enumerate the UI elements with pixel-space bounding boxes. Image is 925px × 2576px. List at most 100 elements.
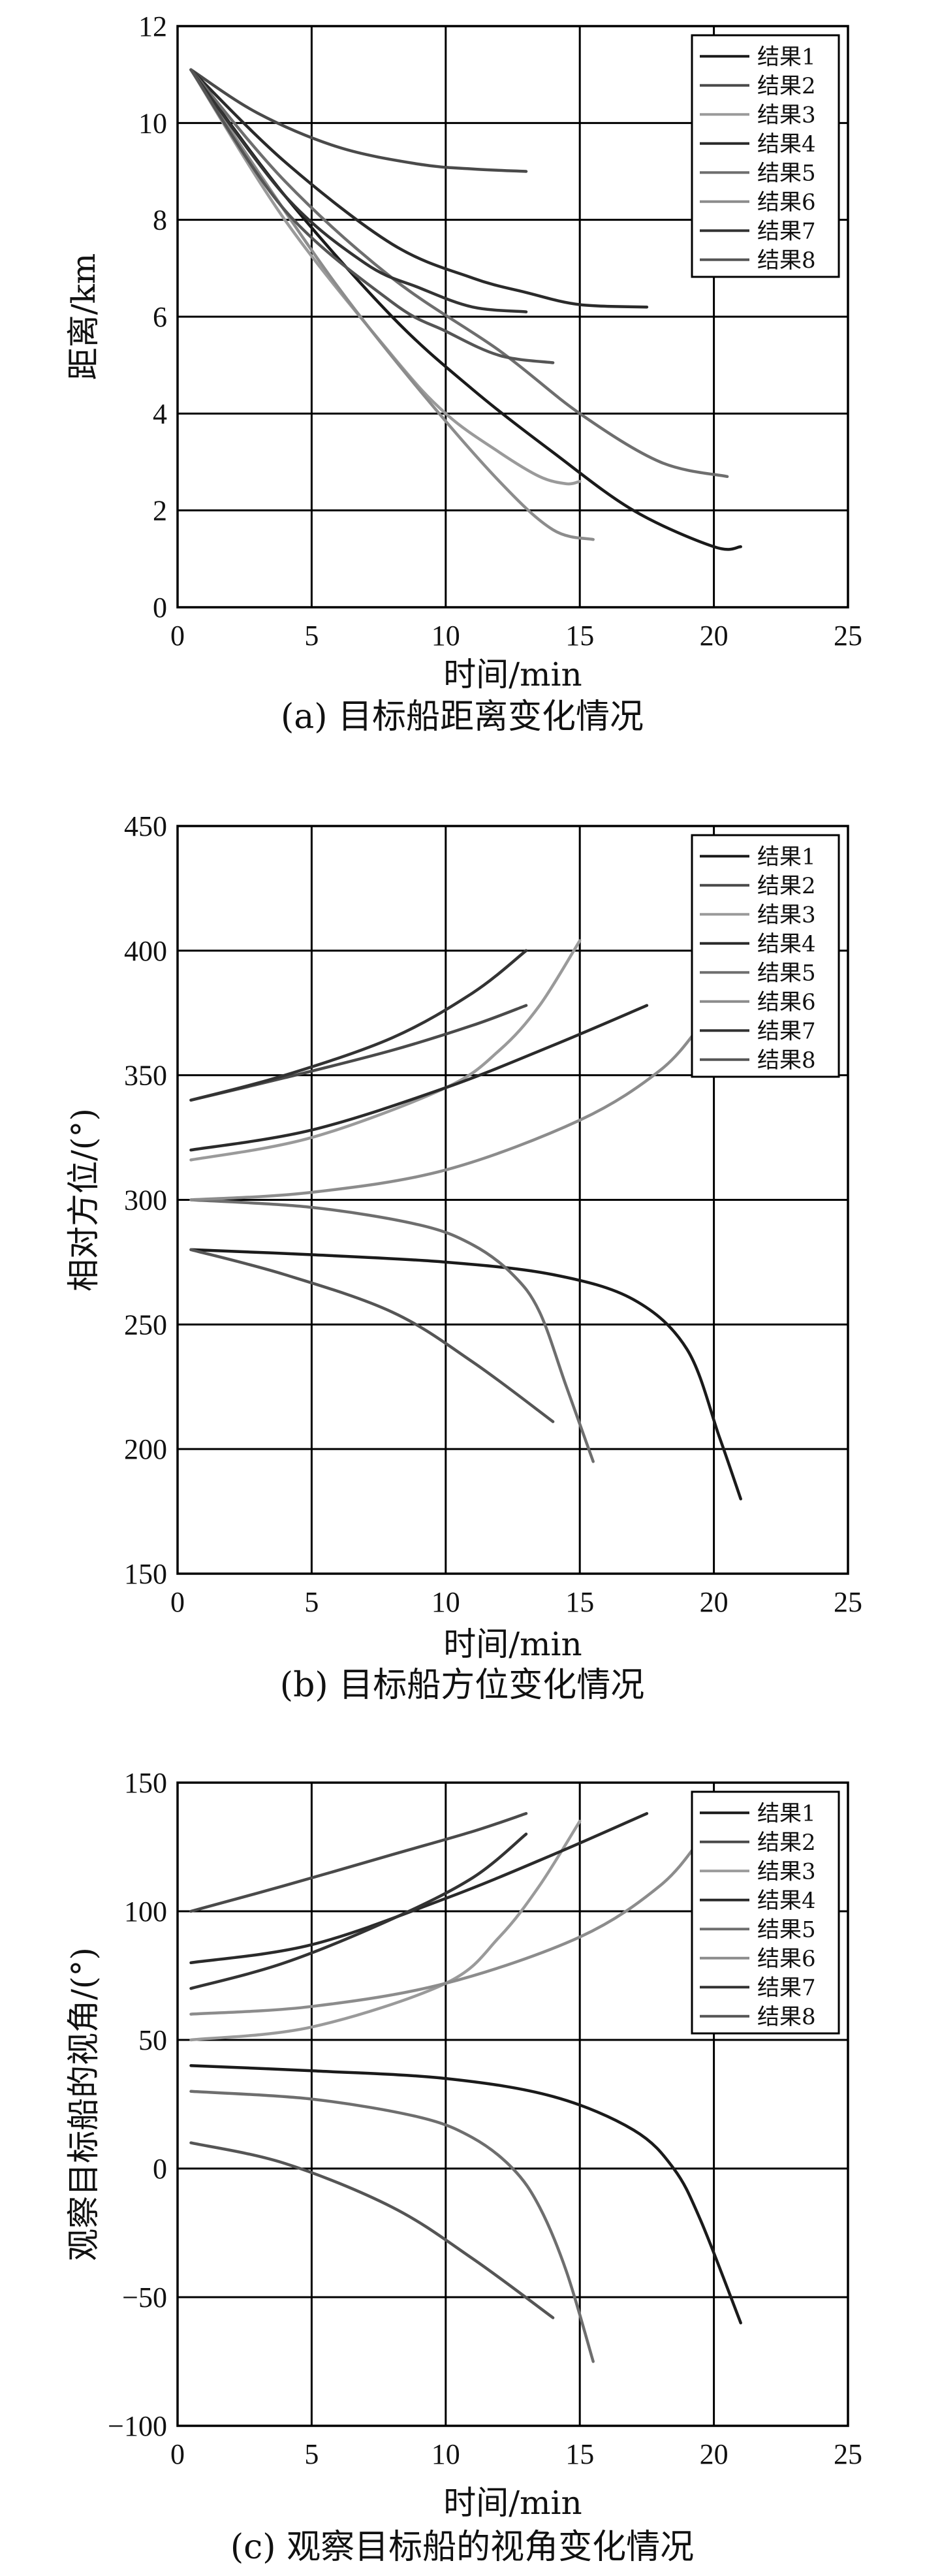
y-tick-label: 350	[124, 1060, 167, 1092]
legend-label: 结果2	[757, 73, 816, 99]
series-line-4	[189, 68, 649, 309]
series-line-7	[189, 1832, 528, 1990]
x-tick-label: 5	[304, 620, 319, 652]
series-line-4	[189, 1812, 649, 1965]
series-line-5	[189, 68, 729, 479]
series-line-5	[189, 1198, 595, 1463]
y-tick-label: 50	[138, 2024, 167, 2056]
x-axis-label: 时间/min	[443, 656, 582, 693]
y-tick-label: 0	[153, 2153, 167, 2185]
legend-box	[691, 1790, 840, 2035]
legend-label: 结果3	[757, 1858, 816, 1884]
plot-frame	[176, 1781, 849, 2427]
series-line-8	[189, 1248, 555, 1423]
x-tick-label: 5	[304, 1586, 319, 1618]
y-tick-label: 12	[138, 10, 167, 42]
legend-label: 结果6	[757, 1946, 816, 1972]
chart-caption: (a) 目标船距离变化情况	[281, 697, 644, 737]
series-line-4	[189, 1004, 649, 1152]
legend-label: 结果4	[757, 131, 816, 157]
x-tick-label: 20	[700, 1586, 729, 1618]
x-tick-label: 5	[304, 2438, 319, 2470]
series-line-2	[189, 1812, 528, 1913]
series-line-6	[189, 1837, 702, 2016]
legend-label: 结果1	[757, 44, 816, 70]
series-line-7	[189, 68, 528, 313]
legend-label: 结果5	[757, 160, 816, 186]
series-line-7	[189, 949, 528, 1102]
x-tick-label: 0	[170, 1586, 185, 1618]
y-tick-label: 150	[124, 1558, 167, 1590]
chart-3: 0 5 10 15 20 25−100−50050100150结果1结果2结果3结果4结果…	[65, 1767, 862, 2567]
x-tick-label: 15	[565, 2438, 594, 2470]
x-tick-label: 10	[431, 2438, 460, 2470]
legend-label: 结果2	[757, 873, 816, 899]
legend-label: 结果8	[757, 1047, 816, 1073]
chart-caption: (b) 目标船方位变化情况	[280, 1666, 644, 1705]
y-axis-label: 观察目标船的视角/(°)	[65, 1947, 102, 2261]
chart-1: 0 5 10 15 20 25 0 2 4 6 8 10 12 结果1 结果2 结果3 结果4 结果5 结果6 结果7…	[65, 10, 862, 737]
legend-label: 结果4	[757, 931, 816, 957]
y-tick-label: 0	[153, 592, 167, 624]
y-tick-label: −50	[122, 2282, 167, 2314]
legend-label: 结果3	[757, 102, 816, 128]
x-tick-label: 0	[170, 2438, 185, 2470]
series-line-8	[189, 2141, 555, 2319]
series-line-2	[189, 68, 528, 173]
legend-label: 结果1	[757, 844, 816, 870]
y-tick-label: 2	[153, 495, 167, 527]
y-tick-label: 150	[124, 1767, 167, 1799]
y-axis-label: 相对方位/(°)	[65, 1108, 102, 1292]
legend-label: 结果4	[757, 1888, 816, 1914]
series-line-3	[189, 68, 582, 486]
series-line-5	[189, 2090, 595, 2363]
series-line-3	[189, 939, 582, 1162]
x-tick-label: 20	[700, 2438, 729, 2470]
y-tick-label: 300	[124, 1185, 167, 1216]
legend-label: 结果8	[757, 2004, 816, 2030]
legend-label: 结果1	[757, 1800, 816, 1826]
legend-label: 结果7	[757, 218, 816, 244]
x-tick-label: 15	[565, 1586, 594, 1618]
y-tick-label: 10	[138, 107, 167, 139]
plot-frame	[176, 25, 849, 609]
x-axis-label: 时间/min	[443, 1625, 582, 1663]
series-line-8	[189, 68, 555, 364]
y-tick-label: 8	[153, 204, 167, 236]
legend-label: 结果7	[757, 1018, 816, 1044]
x-tick-label: 15	[565, 620, 594, 652]
y-tick-label: −100	[108, 2410, 167, 2442]
x-tick-label: 25	[834, 2438, 862, 2470]
x-tick-label: 25	[834, 1586, 862, 1618]
legend-label: 结果5	[757, 1916, 816, 1943]
plot-frame	[176, 825, 849, 1575]
y-tick-label: 4	[153, 398, 167, 430]
chart-2: 0 5 10 15 20 25 150 200 250 300 350 400 450 结果1 结果2 结果3…	[65, 810, 862, 1705]
legend-box	[691, 834, 840, 1078]
legend-label: 结果6	[757, 989, 816, 1015]
y-tick-label: 400	[124, 935, 167, 967]
y-tick-label: 450	[124, 810, 167, 842]
x-tick-label: 10	[431, 1586, 460, 1618]
legend: 结果1 结果2 结果3 结果4 结果5 结果6 结果7 结果8	[691, 834, 840, 1078]
y-tick-label: 250	[124, 1309, 167, 1341]
x-axis-label: 时间/min	[443, 2484, 582, 2522]
chart-caption: (c) 观察目标船的视角变化情况	[230, 2528, 694, 2567]
series-line-3	[189, 1819, 582, 2042]
legend-label: 结果6	[757, 189, 816, 215]
y-tick-label: 200	[124, 1433, 167, 1465]
legend-label: 结果3	[757, 902, 816, 928]
x-tick-label: 25	[834, 620, 862, 652]
series-line-6	[189, 1024, 702, 1201]
series-line-1	[189, 1248, 742, 1501]
legend-label: 结果5	[757, 960, 816, 986]
y-tick-label: 6	[153, 301, 167, 333]
series-line-1	[189, 68, 742, 551]
x-tick-label: 20	[700, 620, 729, 652]
legend-box	[691, 34, 840, 278]
x-tick-label: 10	[431, 620, 460, 652]
legend-label: 结果7	[757, 1975, 816, 2001]
